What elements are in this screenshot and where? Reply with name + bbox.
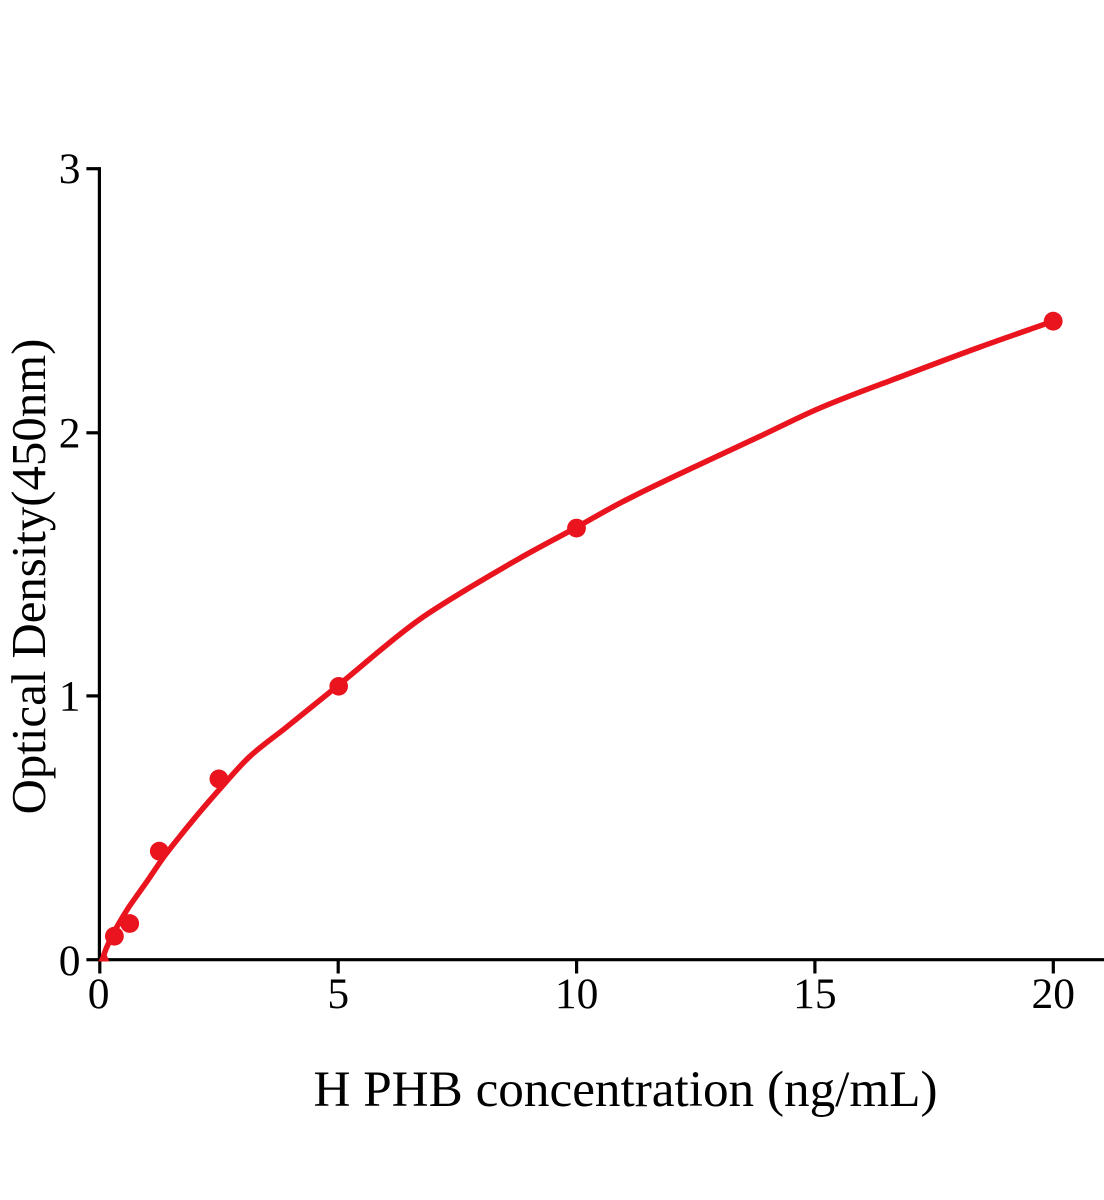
svg-text:15: 15 <box>793 970 837 1018</box>
svg-text:H PHB concentration (ng/mL): H PHB concentration (ng/mL) <box>313 1061 937 1118</box>
svg-text:1: 1 <box>59 673 81 721</box>
svg-text:Optical Density(450nm): Optical Density(450nm) <box>2 339 56 815</box>
svg-text:0: 0 <box>88 970 110 1018</box>
svg-text:3: 3 <box>59 145 81 193</box>
svg-text:20: 20 <box>1032 970 1076 1018</box>
svg-text:10: 10 <box>555 970 599 1018</box>
svg-text:5: 5 <box>327 970 349 1018</box>
svg-text:2: 2 <box>59 409 81 457</box>
svg-text:0: 0 <box>59 937 81 985</box>
